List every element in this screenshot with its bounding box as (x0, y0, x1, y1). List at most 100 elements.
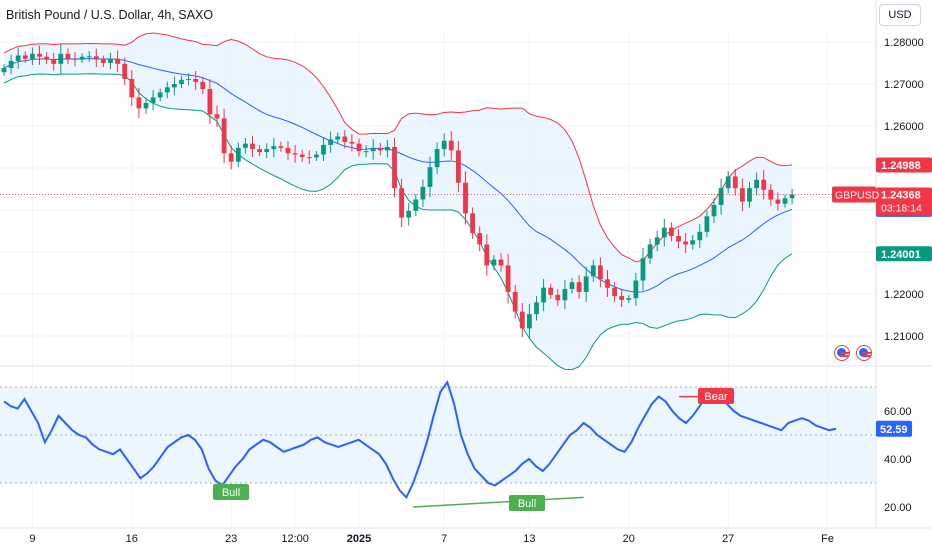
candle-body (314, 155, 319, 158)
candle-body (23, 55, 28, 58)
bollinger-lower-line (4, 74, 792, 370)
candle-body (158, 92, 163, 97)
rsi-bull-divergence-line (413, 497, 583, 507)
candle-body (37, 54, 42, 57)
candle-body (555, 295, 560, 300)
candle-body (662, 228, 667, 238)
candle-body (456, 150, 461, 182)
candle-body (626, 298, 631, 300)
candle-body (612, 288, 617, 296)
candle-body (58, 54, 63, 64)
economic-event-flag-icon[interactable] (856, 345, 872, 361)
economic-event-flag-icon[interactable] (834, 345, 850, 361)
candle-body (548, 288, 553, 295)
candle-body (399, 188, 404, 217)
candle-body (541, 288, 546, 303)
candle-body (137, 97, 142, 108)
candle-body (364, 151, 369, 152)
last-price-badge: 1.2436803:18:14 (876, 187, 932, 215)
candle-body (484, 244, 489, 265)
candle-body (697, 232, 702, 240)
rsi-value-text: 52.59 (880, 424, 908, 436)
time-tick-label: 20 (623, 533, 635, 545)
rsi-bull-label-text: Bull (222, 487, 240, 499)
candle-body (641, 258, 646, 280)
candle-body (357, 144, 362, 152)
candle-body (577, 282, 582, 292)
candle-body (406, 211, 411, 218)
candle-body (591, 265, 596, 276)
candle-body (392, 147, 397, 188)
time-tick-label: 16 (126, 533, 138, 545)
candle-body (328, 139, 333, 144)
rsi-tick-label: 40.00 (884, 454, 912, 466)
rsi-bull-label-2: Bull (509, 495, 545, 511)
candle-body (2, 68, 7, 72)
time-tick-label: Fe (821, 533, 834, 545)
candle-body (129, 79, 134, 97)
candle-body (222, 118, 227, 153)
candle-body (279, 146, 284, 148)
time-tick-label: 27 (722, 533, 734, 545)
rsi-bull-label-2-text: Bull (518, 498, 536, 510)
rsi-tick-label: 20.00 (884, 502, 912, 514)
candle-body (598, 265, 603, 279)
candle-body (264, 149, 269, 152)
candle-body (413, 200, 418, 211)
candle-body (300, 155, 305, 158)
candle-body (634, 281, 639, 299)
lower-band-badge-text: 1.24001 (881, 249, 921, 261)
candle-body (94, 56, 99, 59)
candle-body (761, 180, 766, 190)
upper-band-badge-text: 1.24988 (881, 160, 921, 172)
price-tick-label: 1.22000 (884, 289, 924, 301)
candle-body (165, 87, 170, 92)
time-tick-label: 12:00 (281, 533, 309, 545)
chart-title: British Pound / U.S. Dollar, 4h, SAXO (6, 8, 213, 22)
candle-body (51, 60, 56, 64)
candle-body (286, 148, 291, 153)
candle-body (321, 145, 326, 155)
candle-body (44, 57, 49, 60)
last-price-text: 1.24368 (881, 189, 921, 201)
time-tick-label: 13 (523, 533, 535, 545)
candle-body (655, 237, 660, 244)
price-tick-label: 1.28000 (884, 37, 924, 49)
candle-body (428, 167, 433, 187)
candle-body (250, 144, 255, 149)
candle-body (293, 153, 298, 154)
candle-body (215, 114, 220, 118)
time-tick-label: 9 (29, 533, 35, 545)
candle-body (669, 228, 674, 236)
countdown-text: 03:18:14 (881, 202, 922, 214)
rsi-pane: 20.00 40.00 60.00 Bull Bull Bear 52.59 (0, 382, 912, 514)
time-tick-label: 7 (441, 533, 447, 545)
time-axis: 9162312:0020257132027Fe (29, 533, 834, 545)
candle-body (492, 260, 497, 266)
currency-button[interactable]: USD (879, 4, 921, 26)
candle-body (712, 205, 717, 216)
candle-body (80, 57, 85, 60)
candle-body (605, 279, 610, 287)
candle-body (371, 148, 376, 151)
rsi-bear-label-text: Bear (704, 391, 728, 403)
candle-body (513, 292, 518, 312)
candle-body (790, 194, 795, 198)
candle-body (257, 149, 262, 152)
candle-body (350, 142, 355, 144)
candle-body (151, 97, 156, 102)
candle-body (768, 190, 773, 200)
candle-body (101, 60, 106, 63)
candle-body (208, 89, 213, 114)
candle-body (783, 198, 788, 203)
candle-body (30, 54, 35, 59)
price-tick-label: 1.27000 (884, 79, 924, 91)
candle-body (499, 260, 504, 266)
candle-body (435, 149, 440, 167)
candle-body (442, 141, 447, 149)
candle-body (570, 282, 575, 289)
rsi-tick-label: 60.00 (884, 406, 912, 418)
candle-body (705, 216, 710, 232)
